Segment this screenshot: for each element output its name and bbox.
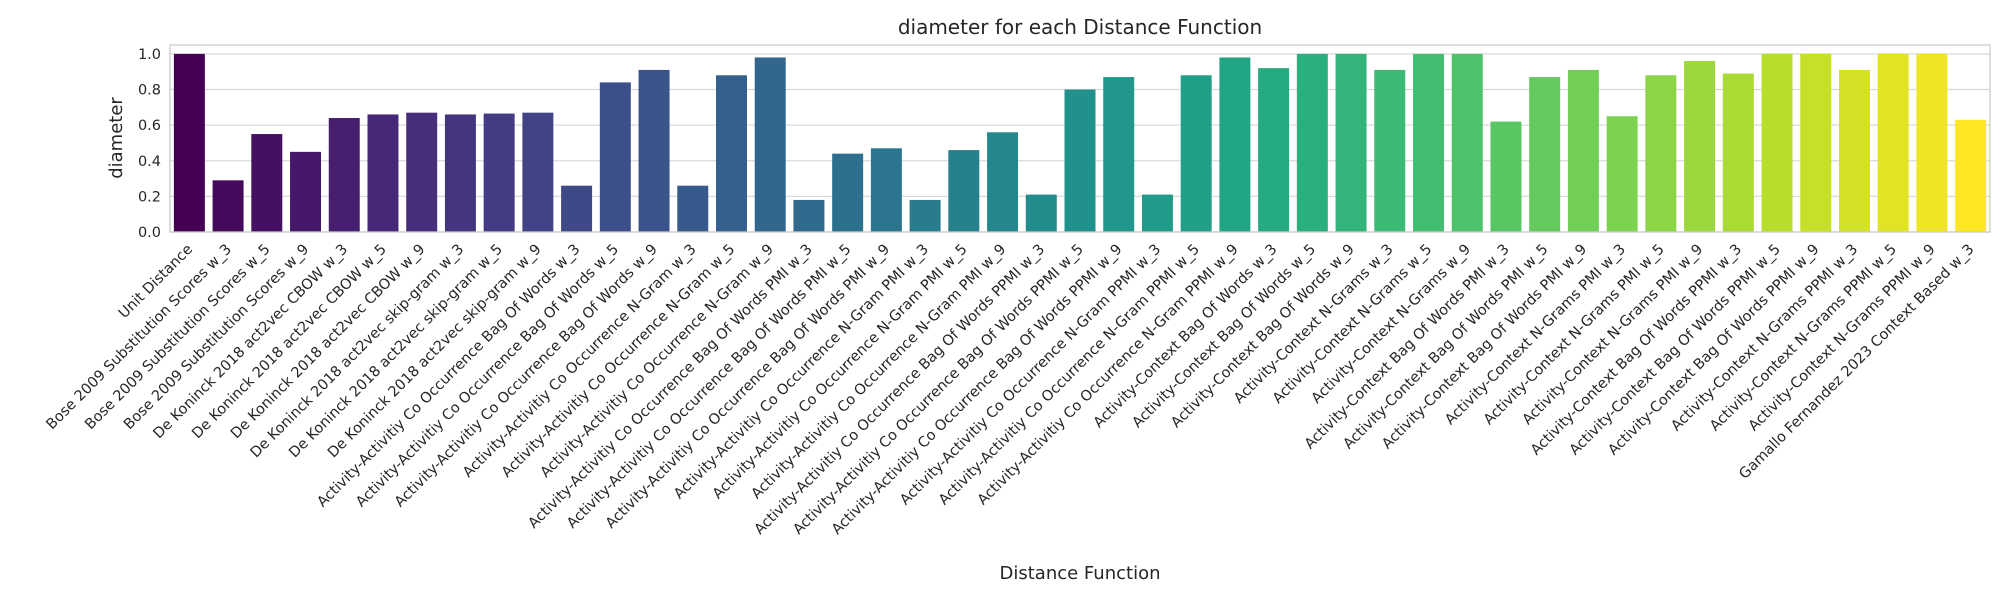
chart-title: diameter for each Distance Function (898, 15, 1262, 39)
plot-frame (169, 44, 1991, 233)
bar (1722, 73, 1754, 232)
y-tick-label: 0.4 (138, 154, 161, 170)
bar (1567, 69, 1599, 232)
x-axis-label: Distance Function (1000, 563, 1161, 584)
y-tick-label: 1.0 (138, 47, 161, 63)
bar (1800, 53, 1832, 233)
y-tick-label: 0.0 (138, 225, 161, 241)
bar (1490, 121, 1522, 232)
bar (1955, 119, 1987, 232)
bar (1684, 61, 1716, 233)
bar (1296, 53, 1328, 233)
bar (832, 153, 864, 232)
bar (948, 150, 980, 232)
bar (987, 132, 1019, 232)
bar (1451, 53, 1483, 233)
bar (1606, 116, 1638, 232)
bar (1141, 194, 1173, 232)
bars (173, 53, 1987, 233)
bar (638, 69, 670, 232)
bar (1335, 53, 1367, 233)
bar (1529, 77, 1561, 232)
bar (1103, 77, 1135, 232)
bar (290, 151, 322, 232)
bar (754, 57, 786, 232)
bar (251, 134, 283, 232)
y-tick-label: 0.6 (138, 118, 161, 134)
bar (1374, 69, 1406, 232)
bar (909, 199, 941, 232)
bar (870, 148, 902, 232)
bar (483, 113, 515, 232)
bar (328, 118, 360, 232)
bar (1761, 53, 1793, 233)
bar (1219, 57, 1251, 232)
bar (561, 185, 593, 232)
y-tick-label: 0.8 (138, 83, 161, 99)
bar (406, 112, 438, 232)
bar (1838, 69, 1870, 232)
bar (599, 82, 631, 233)
bar (1916, 53, 1948, 233)
bar (677, 185, 709, 232)
y-tick-label: 0.2 (138, 189, 161, 205)
bar (173, 53, 205, 233)
y-axis-label: diameter (106, 97, 127, 179)
bar (1645, 75, 1677, 233)
bar (212, 180, 244, 232)
bar (1064, 89, 1096, 233)
bar (1413, 53, 1444, 233)
bar (1877, 53, 1909, 233)
y-axis-ticks: 0.0 0.2 0.4 0.6 0.8 1.0 (138, 47, 161, 241)
bar (1180, 75, 1212, 233)
bar (1025, 194, 1057, 232)
bar (444, 114, 476, 232)
bar (522, 112, 554, 232)
bar (367, 114, 399, 232)
bar (716, 75, 747, 233)
bar (793, 199, 825, 232)
bar (1258, 68, 1290, 233)
